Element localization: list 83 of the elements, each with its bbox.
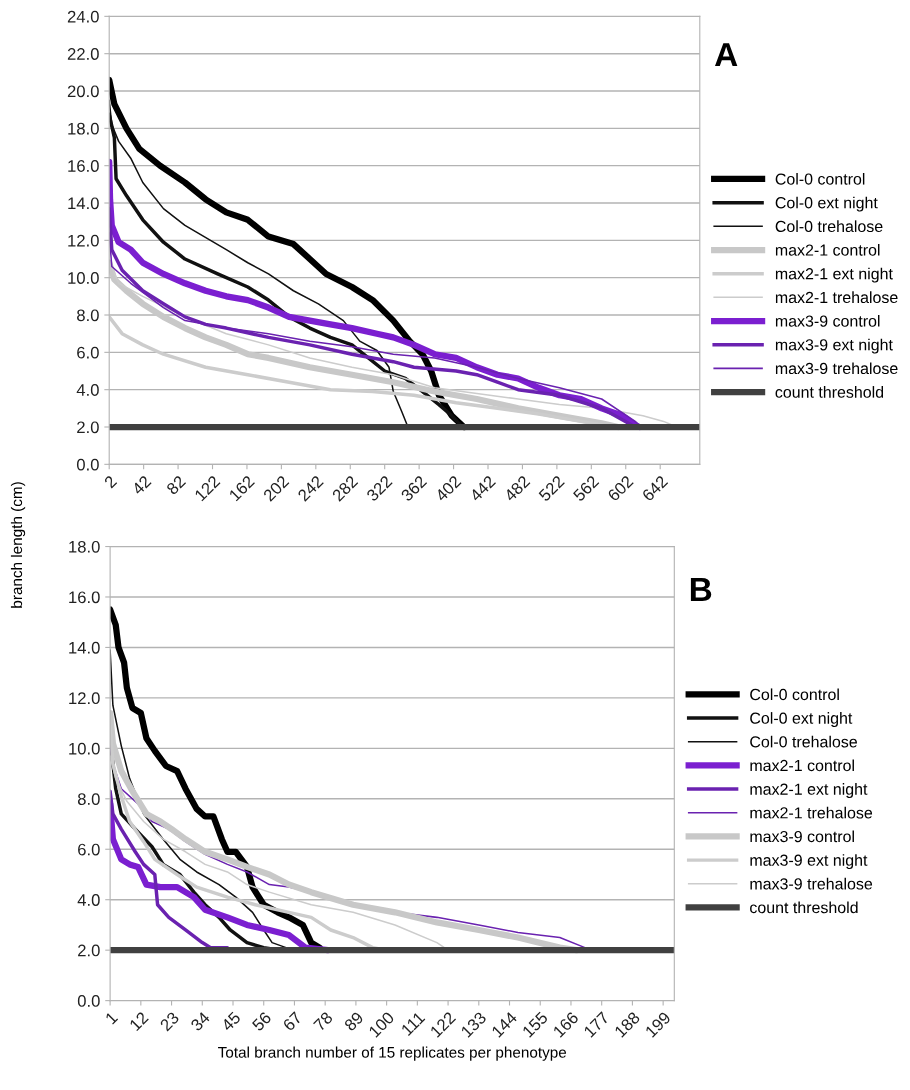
- legend-label: max2-1 trehalose: [775, 291, 898, 304]
- x-tick-label: 482: [503, 474, 531, 503]
- x-tick-label: 89: [343, 1011, 364, 1032]
- legend-label: max2-1 ext night: [775, 267, 893, 283]
- legend-label: Col-0 control: [750, 688, 839, 701]
- legend-label: max3-9 control: [750, 830, 854, 843]
- x-tick-label: 362: [400, 474, 428, 502]
- y-tick-label: 12.0: [69, 692, 100, 705]
- x-tick-label: 12: [128, 1011, 149, 1032]
- x-tick-label: 144: [491, 1011, 518, 1038]
- legend-label: Col-0 ext night: [775, 196, 878, 212]
- y-tick-label: 2.0: [77, 421, 99, 434]
- y-tick-label: 8.0: [77, 793, 100, 805]
- x-tick-label: 42: [131, 474, 152, 496]
- x-tick-label: 100: [368, 1011, 395, 1038]
- legend-label: count threshold: [750, 901, 858, 914]
- x-tick-label: 133: [460, 1011, 487, 1038]
- legend-label: max2-1 ext night: [750, 783, 868, 799]
- text: A: [714, 43, 738, 67]
- x-tick-label: 162: [228, 474, 256, 502]
- x-tick-label: 34: [189, 1011, 211, 1032]
- y-tick-label: 16.0: [68, 160, 99, 172]
- x-tick-label: 642: [641, 474, 669, 502]
- y-tick-label: 14.0: [68, 197, 99, 210]
- legend-label: Col-0 trehalose: [750, 735, 857, 748]
- legend-label: max3-9 ext night: [750, 854, 868, 870]
- legend-label: max2-1 trehalose: [750, 806, 873, 819]
- legend-label: max2-1 control: [750, 759, 854, 772]
- x-tick-label: 122: [429, 1011, 457, 1038]
- x-tick-label: 2: [103, 474, 118, 489]
- legend-label: max2-1 control: [775, 244, 880, 256]
- x-tick-label: 23: [159, 1011, 180, 1032]
- x-tick-label: 56: [251, 1011, 272, 1032]
- x-axis-title: Total branch number of 15 replicates per phenotype: [218, 1046, 567, 1061]
- x-tick-label: 522: [538, 474, 565, 502]
- y-tick-label: 18.0: [68, 122, 99, 135]
- legend-label: max3-9 control: [775, 315, 880, 327]
- y-tick-label: 0.0: [77, 995, 100, 1007]
- y-tick-label: 20.0: [67, 85, 99, 98]
- legend-label: count threshold: [775, 386, 884, 398]
- x-tick-label: 177: [583, 1011, 610, 1038]
- y-tick-label: 22.0: [67, 48, 99, 60]
- x-tick-label: 111: [400, 1011, 426, 1036]
- y-tick-label: 6.0: [78, 843, 100, 856]
- x-tick-label: 242: [297, 474, 324, 502]
- x-tick-label: 402: [434, 474, 462, 503]
- y-tick-label: 10.0: [68, 272, 99, 284]
- y-tick-label: 12.0: [68, 234, 99, 247]
- x-tick-label: 155: [521, 1011, 549, 1038]
- y-tick-label: 18.0: [69, 540, 100, 553]
- y-tick-label: 10.0: [69, 742, 100, 755]
- text: B: [690, 578, 712, 601]
- y-tick-label: 24.0: [67, 10, 99, 23]
- legend-label: Col-0 control: [775, 173, 865, 185]
- y-tick-label: 16.0: [69, 591, 100, 604]
- legend-label: max3-9 trehalose: [775, 362, 898, 375]
- x-tick-label: 1: [104, 1011, 119, 1025]
- y-tick-label: 0.0: [76, 458, 99, 471]
- x-tick-label: 442: [468, 474, 496, 502]
- x-tick-label: 199: [644, 1011, 672, 1038]
- y-tick-label: 6.0: [77, 346, 99, 359]
- y-tick-label: 4.0: [77, 894, 100, 906]
- y-axis-title: branch length (cm): [10, 482, 26, 608]
- y-tick-label: 4.0: [76, 384, 99, 396]
- x-tick-label: 202: [262, 474, 290, 502]
- x-tick-label: 166: [552, 1011, 580, 1038]
- x-tick-label: 67: [282, 1011, 303, 1032]
- x-tick-label: 122: [194, 474, 221, 502]
- x-tick-label: 82: [165, 474, 187, 496]
- legend-label: max3-9 trehalose: [750, 877, 873, 890]
- y-tick-label: 8.0: [77, 309, 99, 322]
- x-tick-label: 45: [220, 1011, 242, 1032]
- x-tick-label: 78: [312, 1011, 334, 1032]
- x-tick-label: 602: [607, 474, 634, 502]
- legend-label: max3-9 ext night: [775, 338, 893, 354]
- x-tick-label: 322: [365, 474, 393, 502]
- y-tick-label: 2.0: [78, 944, 100, 957]
- y-tick-label: 14.0: [69, 641, 100, 654]
- x-tick-label: 282: [331, 474, 359, 502]
- legend-label: Col-0 ext night: [750, 712, 853, 727]
- x-tick-label: 562: [572, 474, 600, 502]
- x-tick-label: 188: [613, 1011, 641, 1038]
- legend-label: Col-0 trehalose: [775, 220, 883, 233]
